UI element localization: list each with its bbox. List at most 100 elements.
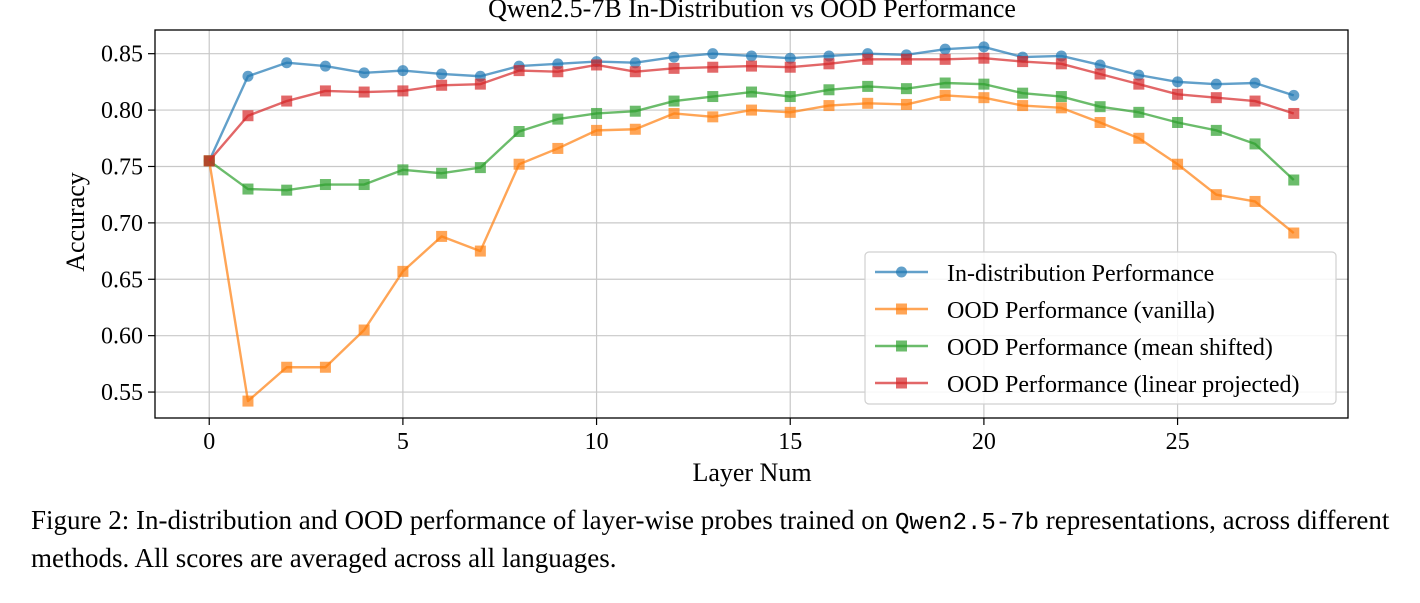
data-point (707, 111, 719, 123)
y-tick-label: 0.85 (101, 42, 143, 68)
series-3 (203, 77, 1300, 196)
x-tick-label: 5 (397, 429, 409, 455)
data-point (1172, 158, 1184, 170)
data-point (242, 183, 254, 195)
data-point (1210, 92, 1222, 104)
data-point (1172, 116, 1184, 128)
y-tick-label: 0.65 (101, 267, 143, 293)
data-point (1094, 68, 1106, 80)
data-point (1249, 95, 1261, 107)
series-2 (203, 89, 1300, 407)
legend-label: OOD Performance (vanilla) (947, 298, 1215, 324)
legend-label: OOD Performance (linear projected) (947, 372, 1300, 398)
data-point (978, 52, 990, 64)
y-tick-label: 0.70 (101, 211, 143, 237)
data-point (1249, 138, 1261, 150)
data-point (1133, 78, 1145, 90)
data-point (397, 265, 409, 277)
data-point (1017, 100, 1029, 112)
data-point (978, 78, 990, 90)
data-point (1249, 77, 1261, 89)
data-point (319, 361, 331, 373)
data-point (281, 57, 293, 69)
data-point (939, 53, 951, 65)
data-point (746, 86, 757, 98)
legend-swatch-marker (896, 303, 907, 315)
data-point (358, 179, 370, 191)
data-point (1055, 102, 1067, 114)
data-point (746, 50, 757, 62)
data-point (1249, 195, 1261, 207)
data-point (319, 60, 331, 72)
data-point (746, 60, 757, 72)
data-point (862, 97, 874, 109)
y-tick-label: 0.75 (101, 154, 143, 180)
data-point (1288, 89, 1300, 101)
data-point (358, 86, 370, 98)
line-chart: Qwen2.5-7B In-Distribution vs OOD Perfor… (61, 0, 1349, 487)
data-point (862, 53, 874, 65)
data-point (629, 57, 641, 69)
data-point (552, 142, 564, 154)
data-point (1288, 227, 1300, 239)
data-point (513, 65, 525, 77)
data-point (591, 107, 603, 119)
data-point (474, 162, 486, 174)
data-point (978, 92, 990, 104)
data-point (862, 80, 874, 92)
data-point (1133, 69, 1145, 81)
x-axis-label: Layer Num (692, 458, 811, 487)
data-point (1133, 132, 1145, 144)
data-point (281, 184, 293, 196)
x-tick-label: 10 (585, 429, 609, 455)
data-point (203, 155, 215, 167)
data-point (629, 123, 641, 135)
data-point (784, 106, 796, 118)
data-point (436, 230, 448, 242)
data-point (784, 61, 796, 73)
data-point (281, 361, 293, 373)
data-point (900, 83, 912, 95)
data-point (242, 70, 254, 82)
data-point (1094, 59, 1106, 71)
data-point (397, 65, 409, 77)
data-point (939, 43, 951, 55)
data-point (358, 67, 370, 79)
data-point (629, 66, 641, 78)
caption-suffix: representations, across different method… (31, 505, 1390, 573)
data-point (281, 95, 293, 107)
data-point (1055, 91, 1067, 103)
data-point (513, 126, 525, 138)
x-tick-label: 0 (203, 429, 215, 455)
chart-title: Qwen2.5-7B In-Distribution vs OOD Perfor… (488, 0, 1016, 23)
data-point (552, 113, 564, 125)
data-point (823, 100, 835, 112)
data-point (668, 107, 680, 119)
legend-label: OOD Performance (mean shifted) (947, 335, 1273, 361)
data-point (1210, 78, 1222, 90)
data-point (1210, 124, 1222, 136)
data-point (436, 79, 448, 91)
data-point (900, 98, 912, 110)
data-point (1172, 76, 1184, 88)
data-point (1288, 174, 1300, 186)
x-tick-label: 20 (972, 429, 996, 455)
data-point (1017, 87, 1029, 99)
data-point (1172, 88, 1184, 100)
data-point (1133, 106, 1145, 118)
data-point (591, 59, 603, 71)
data-point (319, 179, 331, 191)
data-point (1210, 189, 1222, 201)
plot-frame (154, 29, 1349, 419)
figure-caption: Figure 2: In-distribution and OOD perfor… (31, 503, 1403, 576)
data-point (707, 91, 719, 103)
data-point (1288, 107, 1300, 119)
data-point (784, 52, 796, 64)
legend-swatch-marker (896, 377, 907, 389)
data-point (397, 85, 409, 97)
legend: In-distribution Performance OOD Performan… (864, 251, 1337, 405)
data-point (939, 89, 951, 101)
y-axis-label: Accuracy (61, 172, 90, 272)
data-point (397, 164, 409, 176)
legend-label: In-distribution Performance (947, 261, 1214, 287)
